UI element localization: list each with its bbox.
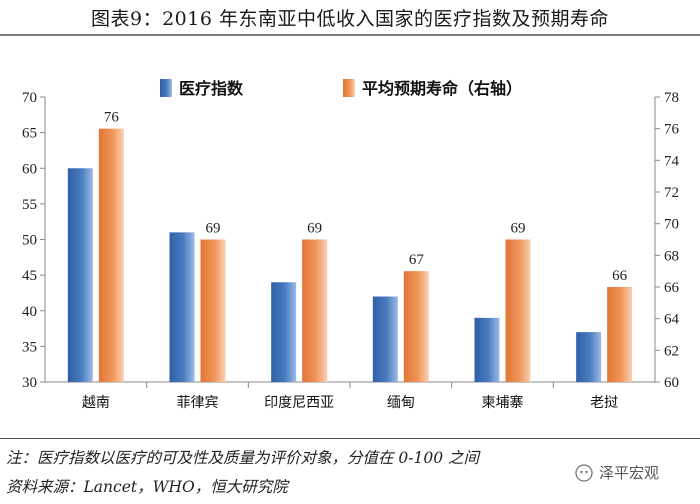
- legend-swatch-life-expectancy: [343, 79, 355, 97]
- bar-health-index: [576, 332, 602, 382]
- right-tick-label: 64: [664, 312, 680, 328]
- left-tick-label: 50: [22, 233, 37, 249]
- category-label: 老挝: [590, 395, 618, 411]
- category-label: 菲律宾: [177, 395, 219, 411]
- category-label: 印度尼西亚: [264, 395, 334, 411]
- data-label-life-expectancy: 76: [104, 110, 120, 126]
- chart-labels: 越南 76 菲律宾 69 印度尼西亚 69 缅甸 67 柬埔寨 69 老挝 66: [82, 110, 628, 411]
- right-tick-label: 68: [664, 248, 679, 264]
- chart-axes: 30 35 40 45 50 55 60 65 70 60 62 64 66 68 70 72 74 76 78: [22, 90, 680, 391]
- left-tick-label: 55: [22, 197, 37, 213]
- legend-label-health-index: 医疗指数: [179, 79, 244, 98]
- bar-health-index: [474, 317, 500, 382]
- bar-health-index: [67, 168, 93, 382]
- category-label: 缅甸: [387, 395, 415, 411]
- category-label: 越南: [82, 395, 110, 411]
- right-tick-label: 60: [664, 375, 679, 391]
- watermark-text: 泽平宏观: [599, 464, 660, 482]
- data-label-life-expectancy: 69: [511, 221, 526, 237]
- bar-life-expectancy: [607, 287, 633, 382]
- left-tick-label: 70: [22, 90, 37, 106]
- right-tick-label: 74: [664, 153, 680, 169]
- watermark: 泽平宏观: [575, 462, 659, 483]
- data-label-life-expectancy: 66: [612, 268, 628, 284]
- left-tick-label: 45: [22, 268, 37, 284]
- data-label-life-expectancy: 69: [206, 221, 221, 237]
- right-tick-label: 72: [664, 185, 679, 201]
- bar-life-expectancy: [302, 239, 328, 382]
- left-tick-label: 30: [22, 375, 37, 391]
- chart-note: 注：医疗指数以医疗的可及性及质量为评价对象，分值在 0-100 之间: [6, 449, 480, 467]
- data-label-life-expectancy: 67: [409, 252, 425, 268]
- bar-health-index: [372, 296, 398, 382]
- legend-label-life-expectancy: 平均预期寿命（右轴）: [362, 79, 522, 98]
- chart-title: 图表9：2016 年东南亚中低收入国家的医疗指数及预期寿命: [91, 8, 609, 30]
- title-divider: [0, 34, 700, 36]
- legend-swatch-health-index: [160, 79, 172, 97]
- bar-life-expectancy: [98, 128, 124, 382]
- right-tick-label: 78: [664, 90, 679, 106]
- bar-health-index: [271, 282, 297, 382]
- right-tick-label: 62: [664, 343, 679, 359]
- right-tick-label: 76: [664, 122, 680, 138]
- chart-bars: [67, 128, 633, 382]
- category-label: 柬埔寨: [482, 394, 524, 411]
- chart-source: 资料来源：Lancet，WHO，恒大研究院: [6, 478, 288, 496]
- bar-life-expectancy: [200, 239, 226, 382]
- bar-chart: 30 35 40 45 50 55 60 65 70 60 62 64 66 68 70 72 74 76 78 越…: [22, 79, 680, 411]
- data-label-life-expectancy: 69: [307, 221, 322, 237]
- bar-life-expectancy: [403, 271, 429, 382]
- bar-health-index: [169, 232, 195, 382]
- wechat-icon: [575, 463, 593, 482]
- footer-divider: [0, 438, 700, 439]
- chart-legend: 医疗指数 平均预期寿命（右轴）: [160, 79, 522, 98]
- left-tick-label: 35: [22, 339, 37, 355]
- right-tick-label: 66: [664, 280, 680, 296]
- left-tick-label: 40: [22, 304, 37, 320]
- right-tick-label: 70: [664, 217, 679, 233]
- left-tick-label: 65: [22, 126, 37, 142]
- bar-life-expectancy: [505, 239, 531, 382]
- left-tick-label: 60: [22, 161, 37, 177]
